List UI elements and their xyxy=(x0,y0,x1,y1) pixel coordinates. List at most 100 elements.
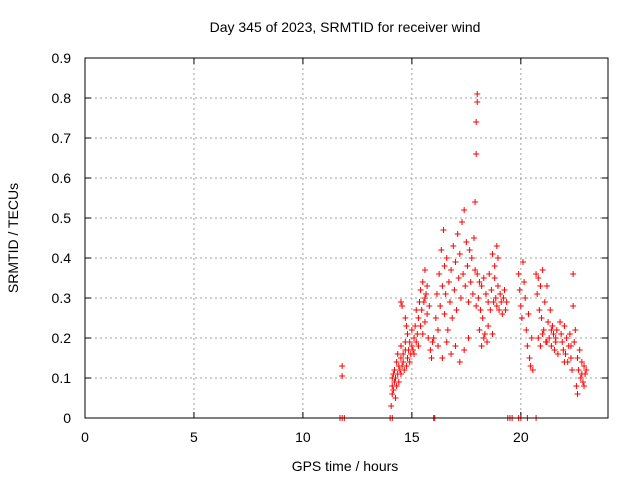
data-point xyxy=(451,287,458,293)
data-point xyxy=(535,335,542,341)
data-point xyxy=(412,323,419,329)
data-point xyxy=(482,291,489,297)
data-point xyxy=(481,331,488,337)
data-point xyxy=(441,263,448,269)
data-point xyxy=(457,295,464,301)
x-tick-label: 20 xyxy=(513,429,529,445)
data-point xyxy=(468,255,475,261)
data-point xyxy=(429,339,436,345)
data-point xyxy=(393,359,400,365)
data-point xyxy=(569,367,576,373)
data-point xyxy=(473,119,480,125)
data-point xyxy=(501,287,508,293)
data-point xyxy=(424,283,431,289)
data-point xyxy=(494,255,501,261)
data-point xyxy=(480,335,487,341)
data-point xyxy=(339,363,346,369)
data-point xyxy=(521,279,528,285)
x-axis-label: GPS time / hours xyxy=(292,458,399,474)
data-point xyxy=(392,375,399,381)
data-point xyxy=(493,303,500,309)
data-point xyxy=(573,383,580,389)
data-point xyxy=(423,291,430,297)
data-point xyxy=(448,351,455,357)
data-point xyxy=(540,327,547,333)
data-point xyxy=(392,395,399,401)
data-point xyxy=(474,271,481,277)
data-point xyxy=(476,327,483,333)
data-point xyxy=(439,283,446,289)
data-point xyxy=(567,355,574,361)
data-point xyxy=(470,235,477,241)
axes: 0 0.1 0.2 0.3 0.4 0.5 0.6 0.7 0.8 0.9 0 5 10 15 20 xyxy=(52,50,608,445)
data-point xyxy=(541,299,548,305)
data-point xyxy=(339,373,346,379)
data-point xyxy=(404,355,411,361)
data-point xyxy=(525,311,532,317)
data-point xyxy=(465,299,472,305)
data-point xyxy=(394,351,401,357)
data-point xyxy=(462,283,469,289)
data-point xyxy=(397,299,404,305)
data-point xyxy=(456,251,463,257)
data-point xyxy=(445,279,452,285)
data-point xyxy=(567,343,574,349)
data-point xyxy=(443,255,450,261)
data-point xyxy=(452,259,459,265)
data-point xyxy=(581,363,588,369)
y-tick-label: 0.7 xyxy=(52,130,72,146)
data-point xyxy=(583,367,590,373)
data-point xyxy=(454,231,461,237)
data-point xyxy=(486,271,493,277)
data-point xyxy=(473,303,480,309)
data-point xyxy=(439,355,446,361)
data-point xyxy=(411,351,418,357)
data-point xyxy=(575,367,582,373)
data-point xyxy=(484,339,491,345)
y-tick-label: 0.3 xyxy=(52,290,72,306)
data-point xyxy=(491,275,498,281)
data-point xyxy=(413,307,420,313)
y-tick-label: 0.1 xyxy=(52,370,72,386)
data-point xyxy=(467,279,474,285)
data-point xyxy=(463,239,470,245)
data-point xyxy=(549,323,556,329)
data-point xyxy=(395,379,402,385)
data-point xyxy=(496,307,503,313)
data-point xyxy=(557,319,564,325)
data-point xyxy=(465,335,472,341)
x-tick-label: 15 xyxy=(404,429,420,445)
y-tick-label: 0.4 xyxy=(52,250,72,266)
x-tick-label: 0 xyxy=(81,429,89,445)
data-point xyxy=(474,99,481,105)
data-point xyxy=(430,335,437,341)
data-point xyxy=(479,315,486,321)
plot-frame xyxy=(84,57,609,419)
data-point xyxy=(400,351,407,357)
data-point xyxy=(401,367,408,373)
data-point xyxy=(397,371,404,377)
data-point xyxy=(574,355,581,361)
y-tick-label: 0.5 xyxy=(52,210,72,226)
data-point xyxy=(406,339,413,345)
y-tick-label: 0.6 xyxy=(52,170,72,186)
data-point xyxy=(500,295,507,301)
data-point xyxy=(469,291,476,297)
y-tick-label: 0 xyxy=(63,410,71,426)
data-point xyxy=(442,291,449,297)
chart-title: Day 345 of 2023, SRMTID for receiver win… xyxy=(210,19,481,35)
data-point xyxy=(475,295,482,301)
data-point xyxy=(393,383,400,389)
data-point xyxy=(403,323,410,329)
data-point xyxy=(533,271,540,277)
data-point xyxy=(488,287,495,293)
data-point xyxy=(502,307,509,313)
data-point xyxy=(403,363,410,369)
data-point xyxy=(516,287,523,293)
data-point xyxy=(526,355,533,361)
data-point xyxy=(443,339,450,345)
data-point xyxy=(539,331,546,337)
data-point xyxy=(485,299,492,305)
data-point xyxy=(491,263,498,269)
